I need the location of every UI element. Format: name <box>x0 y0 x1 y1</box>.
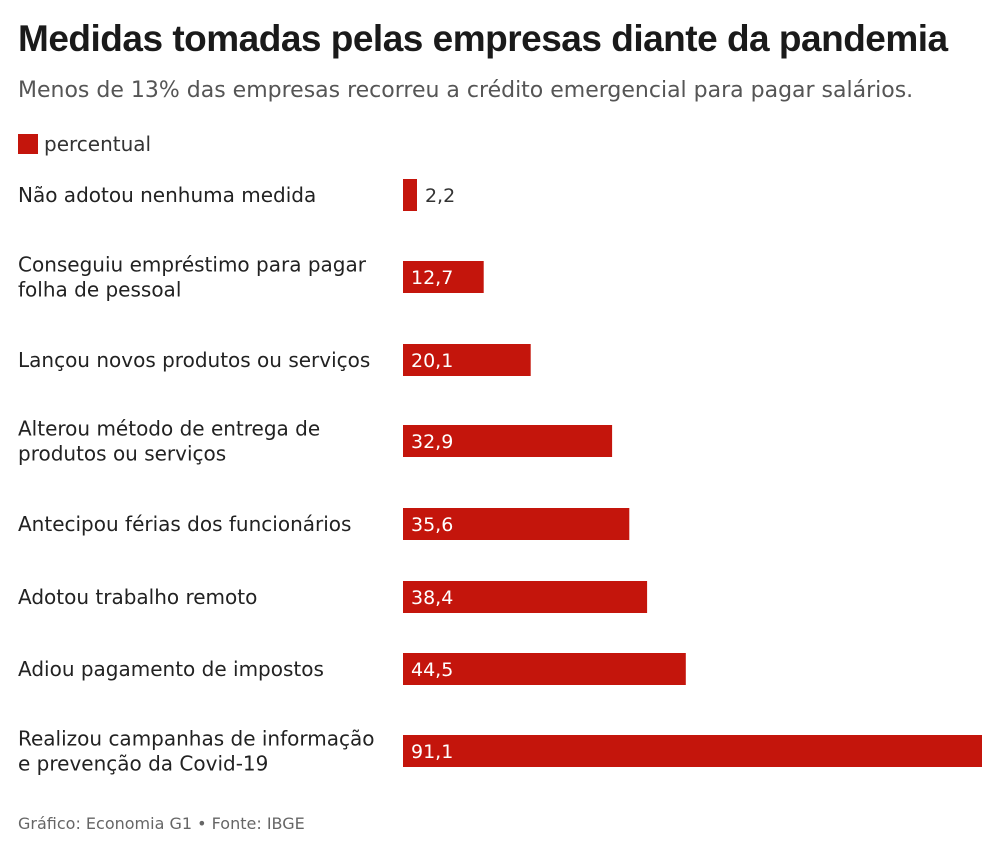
bar-group: Alterou método de entrega de produtos ou … <box>18 417 613 466</box>
bar <box>403 735 982 767</box>
source-footer: Gráfico: Economia G1 • Fonte: IBGE <box>18 814 305 833</box>
bar-group: Adotou trabalho remoto 38,4 <box>18 581 648 613</box>
category-label: Antecipou férias dos funcionários <box>18 512 351 536</box>
data-label: 38,4 <box>411 587 453 609</box>
chart-subtitle: Menos de 13% das empresas recorreu a cré… <box>18 78 914 103</box>
legend-swatch <box>18 134 38 154</box>
category-label-line: produtos ou serviços <box>18 442 226 466</box>
legend-label: percentual <box>44 132 152 156</box>
data-label: 35,6 <box>411 514 453 536</box>
data-label: 32,9 <box>411 431 453 453</box>
bar-group: Conseguiu empréstimo para pagar folha de … <box>18 253 484 302</box>
category-label-line: Conseguiu empréstimo para pagar <box>18 253 367 277</box>
data-label: 44,5 <box>411 659 453 681</box>
data-label: 2,2 <box>425 185 455 207</box>
category-label-line: Alterou método de entrega de <box>18 417 320 441</box>
bar <box>403 425 613 457</box>
bar-group: Não adotou nenhuma medida 2,2 <box>18 179 455 211</box>
category-label-line: e prevenção da Covid-19 <box>18 752 268 776</box>
category-label: Lançou novos produtos ou serviços <box>18 348 370 372</box>
category-label-line: Lançou novos produtos ou serviços <box>18 348 370 372</box>
data-label: 91,1 <box>411 741 453 763</box>
bar-group: Antecipou férias dos funcionários 35,6 <box>18 508 630 540</box>
category-label: Adiou pagamento de impostos <box>18 657 324 681</box>
category-label-line: Adiou pagamento de impostos <box>18 657 324 681</box>
category-label-line: folha de pessoal <box>18 278 181 302</box>
category-label-line: Antecipou férias dos funcionários <box>18 512 351 536</box>
bar <box>403 344 531 376</box>
chart-title: Medidas tomadas pelas empresas diante da… <box>18 18 948 59</box>
bar-group: Lançou novos produtos ou serviços 20,1 <box>18 344 531 376</box>
category-label: Realizou campanhas de informação e preven… <box>18 727 374 776</box>
bar <box>403 508 630 540</box>
category-label-line: Não adotou nenhuma medida <box>18 183 316 207</box>
legend: percentual <box>18 132 151 156</box>
category-label-line: Adotou trabalho remoto <box>18 585 257 609</box>
bar-group: Realizou campanhas de informação e preven… <box>18 727 982 776</box>
data-label: 12,7 <box>411 267 453 289</box>
category-label-line: Realizou campanhas de informação <box>18 727 374 751</box>
bar-group: Adiou pagamento de impostos 44,5 <box>18 653 686 685</box>
category-label: Não adotou nenhuma medida <box>18 183 316 207</box>
bar <box>403 581 648 613</box>
bar <box>403 179 417 211</box>
category-label: Alterou método de entrega de produtos ou … <box>18 417 320 466</box>
data-label: 20,1 <box>411 350 453 372</box>
category-label: Adotou trabalho remoto <box>18 585 257 609</box>
bar <box>403 653 686 685</box>
category-label: Conseguiu empréstimo para pagar folha de … <box>18 253 367 302</box>
bar <box>403 261 484 293</box>
